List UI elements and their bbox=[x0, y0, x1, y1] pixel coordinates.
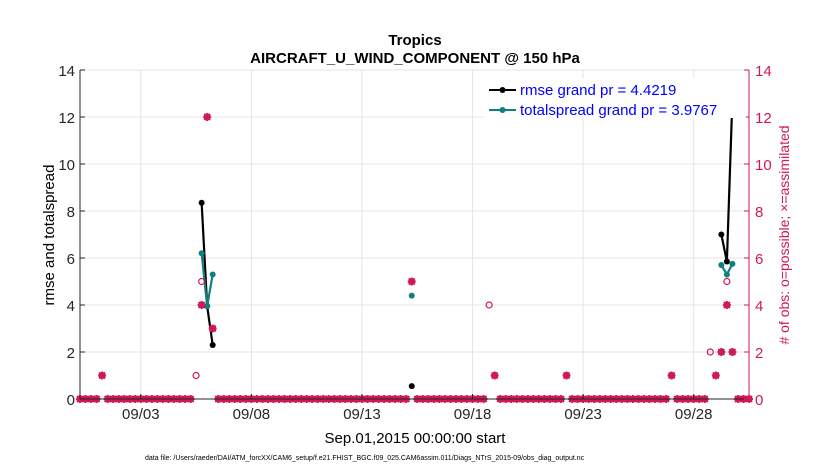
y-left-tick-label: 6 bbox=[67, 251, 75, 268]
y-right-tick-label: 10 bbox=[755, 157, 772, 174]
x-tick-label: 09/03 bbox=[122, 406, 160, 423]
totalspread-point bbox=[718, 262, 725, 269]
obs-assimilated-point bbox=[667, 371, 676, 380]
rmse-point bbox=[718, 231, 725, 238]
plot-area bbox=[80, 70, 749, 399]
rmse-line bbox=[720, 98, 734, 262]
obs-assimilated-point bbox=[711, 371, 720, 380]
obs-mark-stroke bbox=[209, 324, 217, 333]
obs-mark-stroke bbox=[197, 301, 206, 309]
grid bbox=[80, 69, 749, 400]
rmse-point bbox=[723, 258, 730, 265]
y-right-tick-label: 0 bbox=[755, 392, 763, 409]
obs-mark-stroke bbox=[728, 348, 737, 356]
x-tick-label: 09/28 bbox=[675, 406, 713, 423]
obs-possible-point bbox=[723, 277, 731, 286]
y-right-tick-label: 2 bbox=[755, 345, 763, 362]
obs-mark-stroke bbox=[723, 301, 731, 309]
y-right-tick-label: 8 bbox=[755, 204, 763, 221]
y-left-tick-label: 4 bbox=[67, 298, 75, 315]
y-left-tick-label: 2 bbox=[67, 345, 75, 362]
axes bbox=[79, 69, 750, 400]
obs-assimilated-point bbox=[197, 301, 206, 309]
legend-rmse-marker bbox=[499, 87, 506, 93]
obs-mark-stroke bbox=[491, 371, 499, 380]
y-right-tick-label: 12 bbox=[755, 110, 772, 127]
y-left-tick-label: 14 bbox=[58, 63, 75, 80]
y-left-tick-label: 12 bbox=[58, 110, 75, 127]
obs-mark-stroke bbox=[667, 371, 676, 380]
x-axis-label: Sep.01,2015 00:00:00 start bbox=[325, 430, 507, 447]
obs-mark-stroke bbox=[712, 371, 720, 380]
x-tick-label: 09/18 bbox=[454, 406, 492, 423]
x-tick-label: 09/13 bbox=[343, 406, 381, 423]
y-right-tick-label: 4 bbox=[755, 298, 763, 315]
y-axis-right-label: # of obs: o=possible; ×=assimilated bbox=[776, 125, 792, 344]
totalspread-point bbox=[408, 292, 415, 299]
obs-assimilated-point bbox=[562, 371, 571, 380]
y-left-tick-label: 8 bbox=[67, 204, 75, 221]
footer-data-file: data file: /Users/raeder/DAI/ATM_forcXX/… bbox=[145, 455, 585, 462]
obs-assimilated-point bbox=[490, 371, 499, 380]
totalspread-point bbox=[209, 271, 216, 278]
totalspread-point bbox=[723, 271, 730, 278]
rmse-point bbox=[408, 383, 415, 390]
y-axis-left-label: rmse and totalspread bbox=[41, 165, 58, 306]
obs-mark-stroke bbox=[203, 113, 211, 121]
legend: rmse grand pr = 4.4219 totalspread grand… bbox=[484, 78, 746, 119]
series-layer bbox=[198, 95, 736, 390]
obs-assimilated-point bbox=[717, 348, 726, 356]
legend-rmse-label: rmse grand pr = 4.4219 bbox=[520, 82, 676, 99]
obs-mark-stroke bbox=[408, 277, 416, 286]
obs-possible-point bbox=[706, 348, 714, 356]
obs-possible-point bbox=[198, 277, 206, 286]
x-tick-label: 09/23 bbox=[564, 406, 602, 423]
x-tick-label: 09/08 bbox=[233, 406, 271, 423]
totalspread-point bbox=[204, 303, 211, 310]
y-right-tick-label: 6 bbox=[755, 251, 763, 268]
obs-possible-point bbox=[192, 371, 200, 380]
obs-assimilated-point bbox=[728, 348, 737, 356]
obs-assimilated-point bbox=[208, 324, 217, 333]
legend-totalspread-label: totalspread grand pr = 3.9767 bbox=[520, 102, 717, 119]
obs-assimilated-point bbox=[98, 371, 107, 380]
y-right-tick-label: 14 bbox=[755, 63, 772, 80]
legend-box bbox=[484, 78, 746, 118]
totalspread-point bbox=[729, 260, 736, 267]
chart-subtitle: AIRCRAFT_U_WIND_COMPONENT @ 150 hPa bbox=[250, 50, 580, 67]
rmse-point bbox=[198, 199, 205, 206]
obs-mark-stroke bbox=[98, 371, 106, 380]
chart-title: Tropics bbox=[388, 32, 441, 49]
y-left-tick-label: 10 bbox=[58, 157, 75, 174]
obs-possible-point bbox=[485, 301, 493, 309]
totalspread-point bbox=[198, 250, 205, 257]
obs-assimilated-point bbox=[203, 113, 212, 121]
tick-labels: 09/03 09/08 09/13 09/18 09/23 09/28 0 0 2 2 4 4 6 6 8 8… bbox=[58, 63, 771, 423]
y-left-tick-label: 0 bbox=[67, 392, 75, 409]
obs-mark-stroke bbox=[562, 371, 571, 380]
obs-assimilated-point bbox=[407, 277, 416, 286]
obs-mark-stroke bbox=[717, 348, 725, 356]
obs-assimilated-point bbox=[722, 301, 731, 309]
rmse-point bbox=[209, 341, 216, 348]
legend-totalspread-marker bbox=[499, 107, 506, 113]
